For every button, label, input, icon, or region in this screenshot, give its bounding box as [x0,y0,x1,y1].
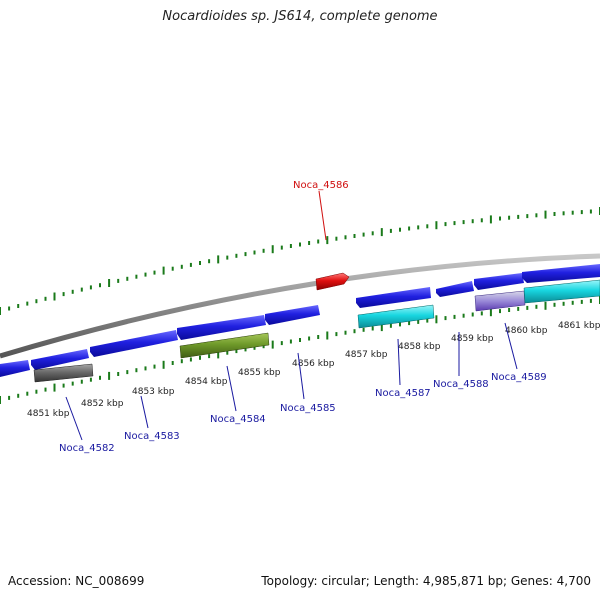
tick-label-4855: 4855 kbp [238,368,281,378]
gene-noca-4582[interactable] [33,363,94,383]
callout-line-noca-4584 [226,365,237,412]
callout-line-noca-4586 [318,190,327,241]
tick-label-4852: 4852 kbp [81,399,124,409]
gene-blue-8[interactable] [474,273,524,290]
gene-label-noca-4584[interactable]: Noca_4584 [210,414,266,425]
gene-label-noca-4582[interactable]: Noca_4582 [59,443,115,454]
tick-label-4856: 4856 kbp [292,359,335,369]
callout-line-noca-4582 [65,396,83,441]
forward-scale-ticks [0,207,600,315]
gene-noca-4589[interactable] [474,290,526,312]
callout-line-noca-4585 [297,352,305,400]
gene-blue-7[interactable] [436,281,474,297]
gene-blue-6[interactable] [356,287,431,308]
callout-line-noca-4583 [140,395,149,429]
gene-blue-5[interactable] [265,305,320,325]
tick-label-4851: 4851 kbp [27,409,70,419]
tick-label-4858: 4858 kbp [398,342,441,352]
tick-label-4854: 4854 kbp [185,377,228,387]
gene-blue-2[interactable] [31,349,89,370]
gene-label-noca-4586[interactable]: Noca_4586 [293,180,349,191]
gene-noca-4586[interactable] [315,272,350,291]
gene-labels: Noca_4582 Noca_4583 Noca_4584 Noca_4585 … [59,180,547,454]
scale-labels: 4851 kbp 4852 kbp 4853 kbp 4854 kbp 4855… [27,321,600,419]
page-title: Nocardioides sp. JS614, complete genome [162,9,438,24]
gene-noca-4584[interactable] [179,332,270,359]
gene-noca-4587[interactable] [357,304,435,329]
reverse-scale-ticks [0,296,600,404]
tick-label-4860: 4860 kbp [505,326,548,336]
gene-label-noca-4587[interactable]: Noca_4587 [375,388,431,399]
tick-label-4859: 4859 kbp [451,334,494,344]
accession-text: Accession: NC_008699 [8,574,145,588]
gene-blue-3[interactable] [90,330,178,357]
gene-blue-9[interactable] [522,264,600,283]
gene-label-noca-4588[interactable]: Noca_4588 [433,379,489,390]
gene-label-noca-4585[interactable]: Noca_4585 [280,403,336,414]
genome-backbone [0,253,600,359]
reverse-strand-genes [0,264,600,377]
callout-line-noca-4589 [504,322,518,370]
genome-stats-text: Topology: circular; Length: 4,985,871 bp… [261,574,591,588]
gene-blue-4[interactable] [177,315,266,340]
gene-cyan-2[interactable] [523,279,600,304]
callout-line-noca-4587 [397,338,401,386]
tick-label-4861: 4861 kbp [558,321,600,331]
gene-label-noca-4589[interactable]: Noca_4589 [491,372,547,383]
tick-label-4857: 4857 kbp [345,350,388,360]
gene-label-noca-4583[interactable]: Noca_4583 [124,431,180,442]
tick-label-4853: 4853 kbp [132,387,175,397]
gene-callout-lines [65,190,518,441]
gene-blue-1[interactable] [0,360,30,377]
